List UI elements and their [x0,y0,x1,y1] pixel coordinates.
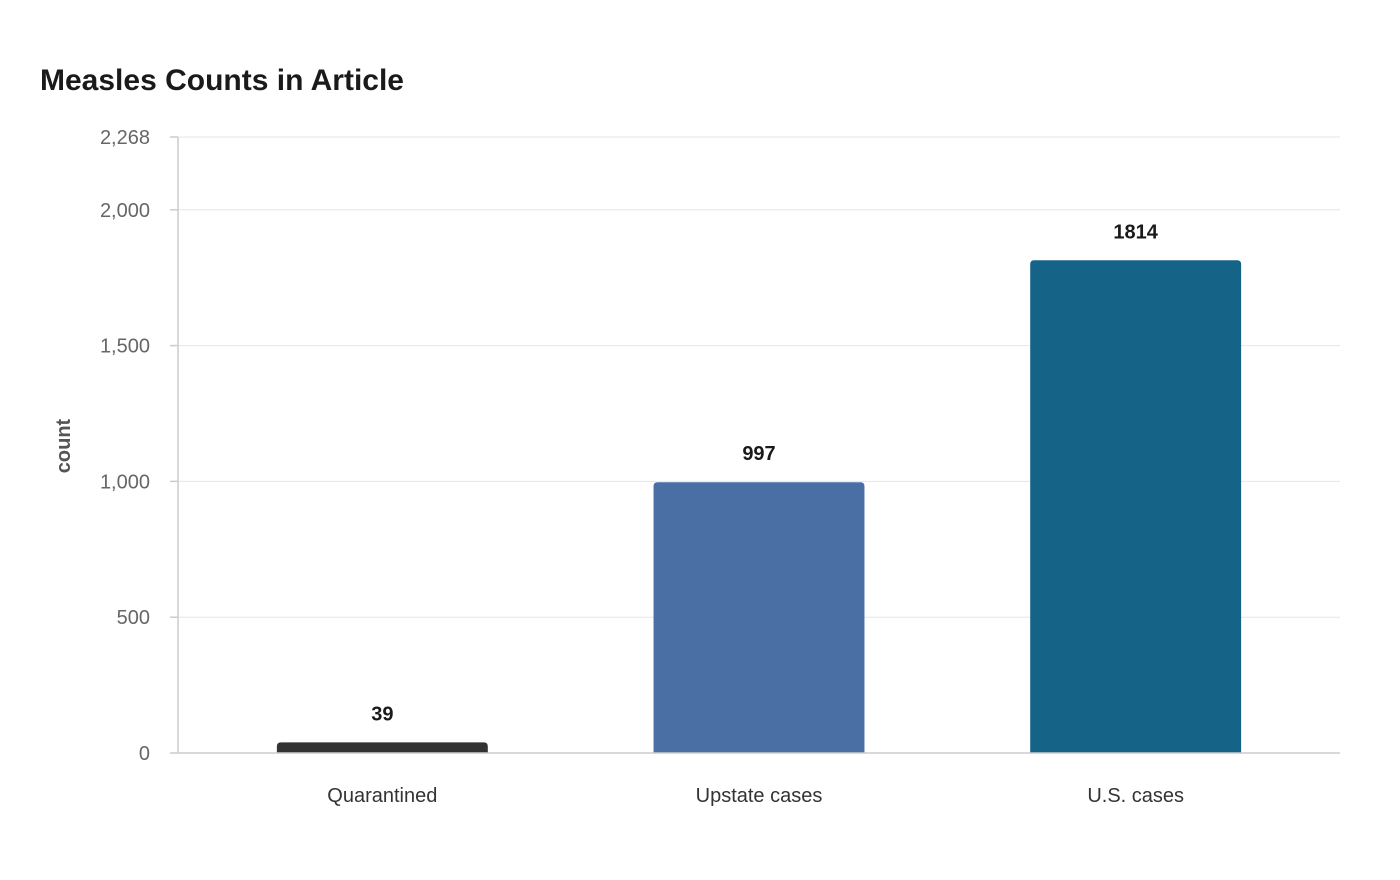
data-label: 1814 [1113,221,1158,243]
y-tick-label: 1,000 [100,471,150,493]
y-tick-label: 500 [117,607,150,629]
x-tick-label: U.S. cases [1087,785,1184,807]
y-axis-label: count [53,418,75,473]
y-tick-label: 2,000 [100,200,150,222]
x-tick-label: Upstate cases [696,785,823,807]
bars [276,260,1242,753]
x-tick-label: Quarantined [327,785,437,807]
x-axis-ticks: Quarantined Upstate cases U.S. cases [327,785,1184,807]
bar-quarantined [276,742,488,753]
y-tick-label: 2,268 [100,127,150,149]
chart-title: Measles Counts in Article [40,64,404,97]
y-axis-ticks: 0 500 1,000 1,500 2,000 2,268 [100,127,178,765]
y-tick-label: 0 [139,743,150,765]
bar-upstate-cases [653,482,865,753]
data-label: 997 [742,443,775,465]
y-tick-label: 1,500 [100,336,150,358]
data-label: 39 [371,703,393,725]
data-labels: 39 997 1814 [371,221,1159,725]
bar-u-s-cases [1030,260,1242,753]
